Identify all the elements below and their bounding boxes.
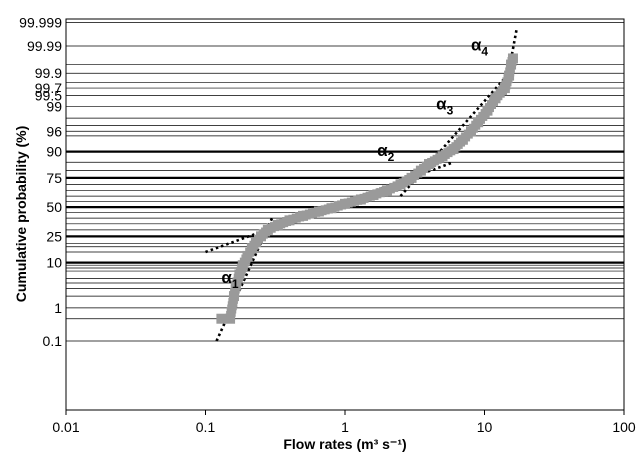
y-tick-label: 10 bbox=[46, 255, 62, 271]
x-tick-label: 10 bbox=[477, 419, 493, 435]
x-axis: 0.01 0.1 1 10 100 bbox=[52, 410, 636, 435]
grid bbox=[66, 22, 624, 341]
y-tick-label: 90 bbox=[46, 144, 62, 160]
plot-border bbox=[66, 19, 624, 410]
x-tick-label: 0.1 bbox=[196, 419, 216, 435]
y-tick-label: 25 bbox=[46, 228, 62, 244]
y-axis-title: Cumulative probability (%) bbox=[13, 126, 29, 303]
y-tick-label: 99.999 bbox=[19, 14, 62, 30]
y-tick-label: 75 bbox=[46, 170, 62, 186]
y-tick-label: 99.99 bbox=[27, 38, 62, 54]
segment-label: α3 bbox=[436, 94, 453, 117]
x-tick-label: 1 bbox=[341, 419, 349, 435]
x-tick-label: 0.01 bbox=[52, 419, 79, 435]
y-tick-label: 99.9 bbox=[35, 65, 62, 81]
y-tick-label: 96 bbox=[46, 123, 62, 139]
fit-lines bbox=[206, 29, 517, 341]
y-tick-label: 1 bbox=[54, 300, 62, 316]
y-tick-label: 99 bbox=[46, 98, 62, 114]
y-tick-label: 50 bbox=[46, 199, 62, 215]
segment-label: α4 bbox=[471, 35, 488, 58]
segment-label: α2 bbox=[377, 141, 394, 164]
data-point bbox=[508, 53, 518, 63]
y-tick-label: 0.1 bbox=[43, 333, 63, 349]
x-axis-title: Flow rates (m³ s⁻¹) bbox=[283, 436, 406, 452]
x-tick-label: 100 bbox=[612, 419, 636, 435]
